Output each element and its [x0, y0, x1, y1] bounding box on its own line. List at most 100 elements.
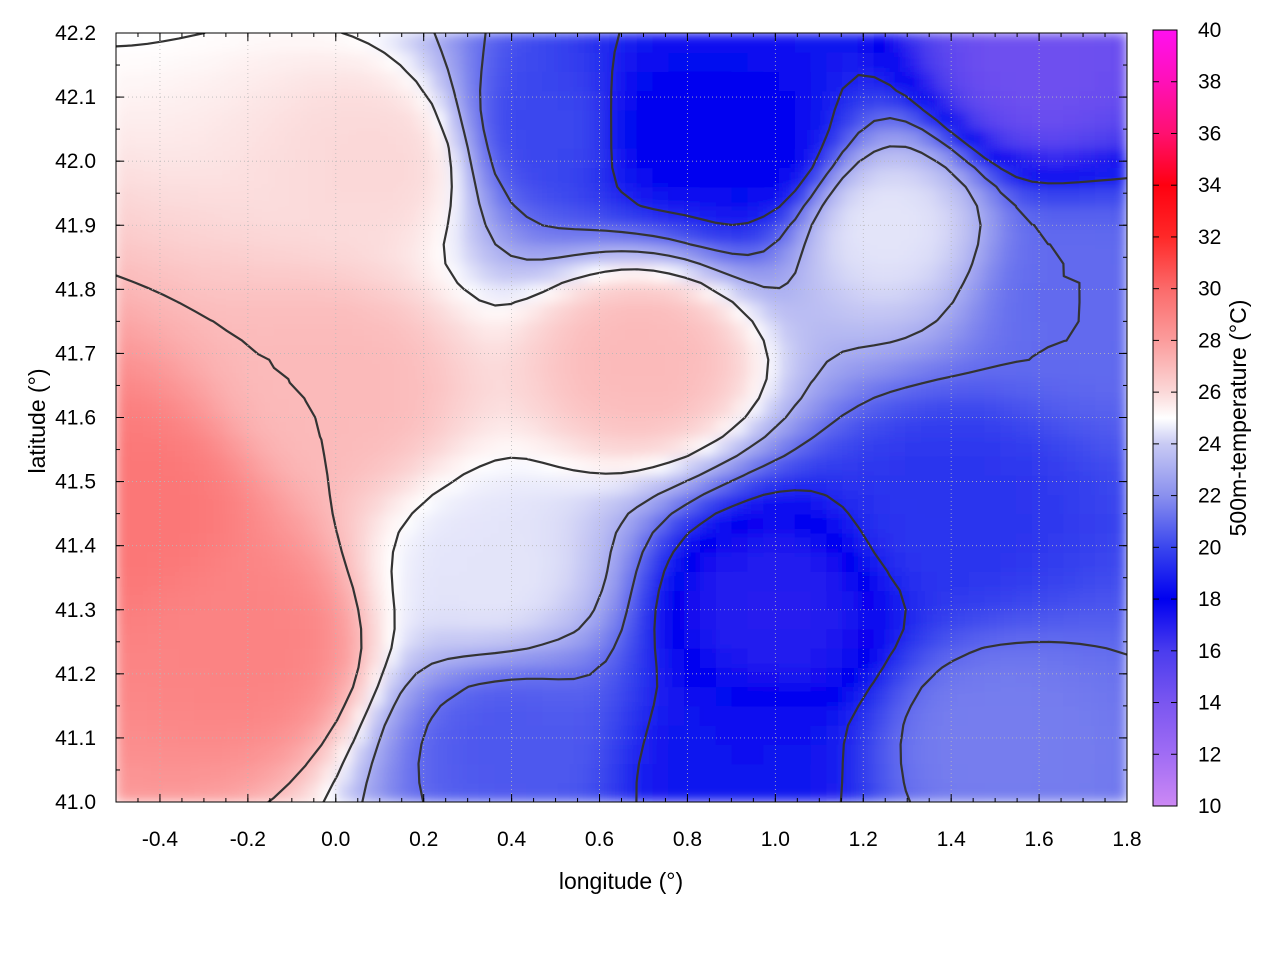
temperature-cell	[794, 724, 812, 745]
temperature-cell	[652, 359, 670, 380]
temperature-cell	[763, 705, 780, 726]
temperature-cell	[747, 51, 765, 72]
temperature-cell	[494, 397, 512, 418]
temperature-cell	[226, 724, 243, 745]
temperature-cell	[952, 436, 970, 457]
temperature-cell	[352, 167, 370, 188]
temperature-cell	[463, 301, 480, 322]
temperature-cell	[984, 570, 1002, 592]
temperature-cell	[273, 33, 291, 53]
colorbar-ticks	[1153, 29, 1177, 807]
temperature-cell	[257, 609, 275, 630]
temperature-cell	[557, 532, 575, 553]
temperature-cell	[305, 147, 322, 169]
temperature-cell	[305, 782, 322, 802]
temperature-cell	[699, 340, 717, 361]
temperature-cell	[431, 551, 449, 572]
temperature-cell	[826, 724, 844, 745]
temperature-cell	[810, 378, 828, 399]
temperature-cell	[273, 320, 291, 342]
temperature-cell	[368, 474, 386, 495]
temperature-cell	[368, 378, 386, 399]
temperature-cell	[573, 782, 591, 802]
temperature-cell	[778, 782, 796, 802]
temperature-cell	[178, 532, 196, 553]
temperature-cell	[178, 301, 196, 322]
temperature-cell	[763, 282, 780, 303]
temperature-cell	[257, 205, 275, 226]
temperature-cell	[905, 224, 923, 245]
temperature-cell	[652, 743, 670, 765]
temperature-cell	[289, 90, 307, 111]
temperature-cell	[431, 493, 449, 515]
temperature-cell	[921, 609, 938, 630]
temperature-cell	[952, 243, 970, 265]
temperature-cell	[210, 763, 228, 784]
temperature-cell	[715, 359, 733, 380]
temperature-cell	[289, 51, 307, 72]
temperature-cell	[1079, 705, 1096, 726]
temperature-cell	[384, 666, 401, 688]
temperature-cell	[241, 686, 259, 707]
temperature-cell	[257, 51, 275, 72]
temperature-cell	[320, 628, 338, 649]
temperature-cell	[952, 609, 970, 630]
temperature-cell	[952, 455, 970, 476]
temperature-cell	[210, 33, 228, 53]
temperature-cell	[873, 609, 891, 630]
temperature-cell	[968, 551, 986, 572]
temperature-cell	[526, 243, 544, 265]
temperature-cell	[652, 90, 670, 111]
temperature-cell	[447, 551, 465, 572]
temperature-cell	[715, 686, 733, 707]
temperature-cell	[557, 743, 575, 765]
temperature-cell	[147, 551, 164, 572]
temperature-cell	[336, 205, 354, 226]
temperature-cell	[131, 532, 149, 553]
temperature-cell	[478, 282, 496, 303]
temperature-cell	[131, 743, 149, 765]
temperature-cell	[194, 532, 212, 553]
temperature-cell	[936, 570, 954, 592]
temperature-cell	[494, 590, 512, 611]
temperature-cell	[1094, 551, 1112, 572]
temperature-cell	[810, 436, 828, 457]
temperature-cell	[1063, 205, 1081, 226]
temperature-cell	[778, 128, 796, 149]
temperature-cell	[684, 70, 701, 92]
temperature-cell	[257, 320, 275, 342]
temperature-cell	[778, 378, 796, 399]
temperature-cell	[147, 782, 164, 802]
temperature-cell	[1031, 590, 1049, 611]
temperature-cell	[431, 513, 449, 534]
temperature-cell	[905, 282, 923, 303]
temperature-cell	[731, 628, 749, 649]
temperature-cell	[1079, 724, 1096, 745]
temperature-cell	[1000, 628, 1017, 649]
temperature-cell	[589, 705, 607, 726]
temperature-cell	[147, 128, 164, 149]
temperature-cell	[1047, 186, 1065, 207]
temperature-cell	[731, 782, 749, 802]
temperature-cell	[952, 109, 970, 130]
y-tick-labels: 41.041.141.241.341.441.541.641.741.841.9…	[55, 22, 96, 814]
temperature-cell	[194, 647, 212, 668]
temperature-cell	[557, 570, 575, 592]
temperature-cell	[778, 763, 796, 784]
temperature-cell	[636, 51, 654, 72]
temperature-cell	[116, 397, 133, 418]
temperature-cell	[1110, 359, 1127, 380]
temperature-cell	[936, 628, 954, 649]
temperature-cell	[668, 743, 686, 765]
temperature-cell	[605, 109, 622, 130]
temperature-cell	[273, 340, 291, 361]
temperature-cell	[557, 474, 575, 495]
temperature-cell	[116, 590, 133, 611]
temperature-cell	[289, 570, 307, 592]
temperature-cell	[1079, 263, 1096, 284]
temperature-cell	[857, 436, 875, 457]
temperature-cell	[731, 224, 749, 245]
temperature-cell	[368, 90, 386, 111]
temperature-cell	[478, 340, 496, 361]
temperature-cell	[210, 724, 228, 745]
